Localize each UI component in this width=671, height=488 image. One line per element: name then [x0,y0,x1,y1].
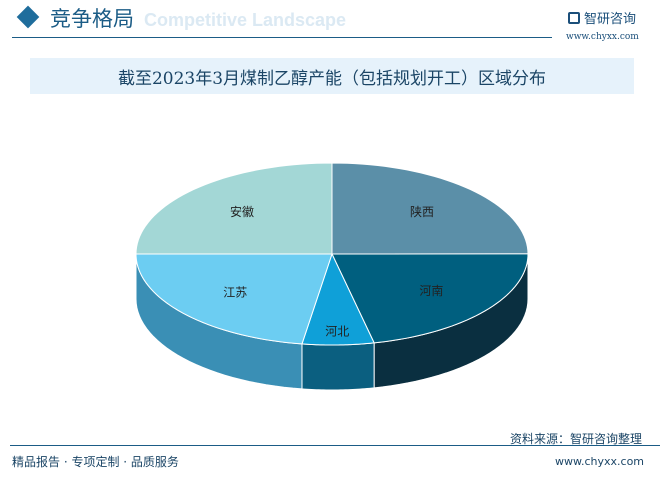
logo: 智研咨询 [568,8,636,27]
slice-label: 河北 [325,324,349,338]
slice-label: 江苏 [223,285,247,299]
pie-slice-江苏 [135,253,333,345]
pie-slice-安徽 [135,162,333,255]
chart-title: 截至2023年3月煤制乙醇产能（包括规划开工）区域分布 [117,69,547,89]
header-bg-text: Competitive Landscape [144,10,347,30]
footer-source: 资料来源：智研咨询整理 [510,432,643,446]
title-band [30,58,634,94]
footer-slogan: 精品报告 · 专项定制 · 品质服务 [12,455,179,469]
slice-label: 安徽 [230,204,254,219]
pie-slice-陕西 [331,162,529,255]
section-title: 竞争格局 [50,7,134,31]
footer-divider [10,445,660,446]
pie-slice-河南 [331,253,529,344]
header-url: www.chyxx.com [566,32,639,42]
pie-slice-河北 [301,252,375,346]
header-divider [12,37,552,38]
logo-icon [568,11,580,24]
pie-side-2 [301,342,375,391]
slice-label: 陕西 [410,204,434,219]
footer-url: www.chyxx.com [555,455,645,468]
slice-label: 河南 [419,283,443,298]
logo-text: 智研咨询 [584,12,637,27]
